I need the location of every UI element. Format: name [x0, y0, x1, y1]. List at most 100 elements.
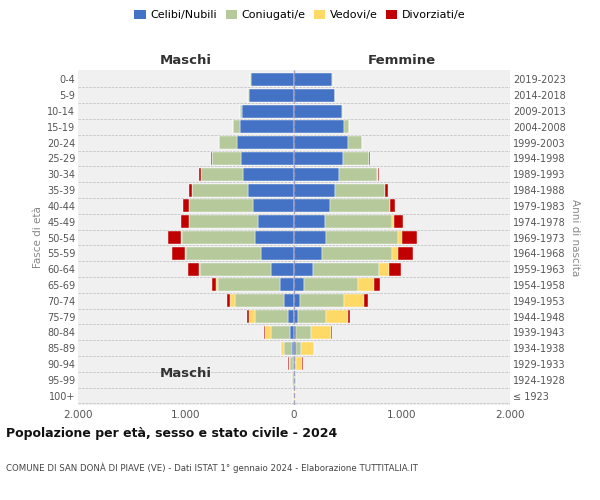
Bar: [230, 294, 235, 307]
Bar: [335, 184, 385, 196]
Bar: [242, 104, 294, 118]
Bar: [292, 373, 293, 386]
Bar: [188, 184, 193, 196]
Bar: [255, 231, 294, 244]
Bar: [289, 358, 290, 370]
Bar: [294, 326, 296, 339]
Text: Maschi: Maschi: [160, 54, 212, 68]
Bar: [294, 262, 313, 276]
Bar: [394, 215, 403, 228]
Bar: [313, 262, 379, 276]
Bar: [185, 247, 186, 260]
Bar: [240, 120, 294, 134]
Bar: [294, 136, 348, 149]
Bar: [200, 262, 271, 276]
Bar: [294, 152, 343, 165]
Bar: [392, 247, 398, 260]
Y-axis label: Fasce di età: Fasce di età: [32, 206, 43, 268]
Bar: [295, 358, 296, 370]
Bar: [211, 152, 212, 165]
Bar: [391, 200, 395, 212]
Bar: [183, 200, 189, 212]
Bar: [294, 342, 296, 354]
Bar: [294, 73, 332, 86]
Bar: [182, 231, 255, 244]
Bar: [271, 326, 290, 339]
Bar: [329, 200, 389, 212]
Bar: [304, 278, 358, 291]
Bar: [385, 184, 388, 196]
Bar: [293, 358, 294, 370]
Bar: [398, 231, 402, 244]
Bar: [251, 73, 294, 86]
Bar: [237, 136, 294, 149]
Bar: [389, 262, 401, 276]
Bar: [374, 278, 380, 291]
Bar: [326, 310, 349, 323]
Bar: [248, 89, 294, 102]
Y-axis label: Anni di nascita: Anni di nascita: [569, 199, 580, 276]
Bar: [402, 231, 417, 244]
Bar: [227, 294, 230, 307]
Bar: [243, 168, 294, 181]
Bar: [254, 310, 288, 323]
Bar: [199, 168, 201, 181]
Bar: [339, 168, 377, 181]
Bar: [398, 247, 413, 260]
Bar: [349, 310, 350, 323]
Bar: [301, 294, 344, 307]
Bar: [271, 262, 294, 276]
Text: Femmine: Femmine: [368, 54, 436, 68]
Bar: [294, 294, 301, 307]
Bar: [294, 278, 304, 291]
Bar: [193, 184, 248, 196]
Bar: [233, 120, 240, 134]
Bar: [311, 326, 331, 339]
Bar: [188, 262, 199, 276]
Bar: [218, 278, 280, 291]
Bar: [220, 136, 237, 149]
Bar: [296, 358, 302, 370]
Bar: [212, 152, 241, 165]
Bar: [379, 262, 389, 276]
Bar: [168, 231, 181, 244]
Bar: [296, 326, 311, 339]
Bar: [295, 373, 296, 386]
Bar: [294, 184, 335, 196]
Bar: [284, 294, 294, 307]
Bar: [296, 342, 301, 354]
Bar: [199, 262, 200, 276]
Bar: [292, 342, 294, 354]
Bar: [364, 294, 368, 307]
Bar: [348, 136, 361, 149]
Bar: [294, 120, 344, 134]
Bar: [248, 310, 254, 323]
Bar: [189, 215, 259, 228]
Bar: [259, 215, 294, 228]
Bar: [253, 200, 294, 212]
Bar: [341, 104, 343, 118]
Bar: [358, 278, 374, 291]
Bar: [241, 152, 294, 165]
Bar: [290, 358, 293, 370]
Text: Maschi: Maschi: [160, 366, 212, 380]
Bar: [181, 215, 189, 228]
Bar: [265, 326, 271, 339]
Bar: [189, 200, 253, 212]
Bar: [294, 104, 341, 118]
Bar: [322, 247, 392, 260]
Bar: [290, 326, 294, 339]
Bar: [294, 231, 326, 244]
Bar: [378, 168, 379, 181]
Bar: [280, 278, 294, 291]
Bar: [344, 294, 364, 307]
Text: Popolazione per età, sesso e stato civile - 2024: Popolazione per età, sesso e stato civil…: [6, 428, 337, 440]
Bar: [240, 104, 242, 118]
Bar: [216, 278, 218, 291]
Bar: [201, 168, 243, 181]
Bar: [260, 247, 294, 260]
Bar: [186, 247, 260, 260]
Bar: [264, 326, 265, 339]
Bar: [301, 342, 314, 354]
Bar: [344, 120, 349, 134]
